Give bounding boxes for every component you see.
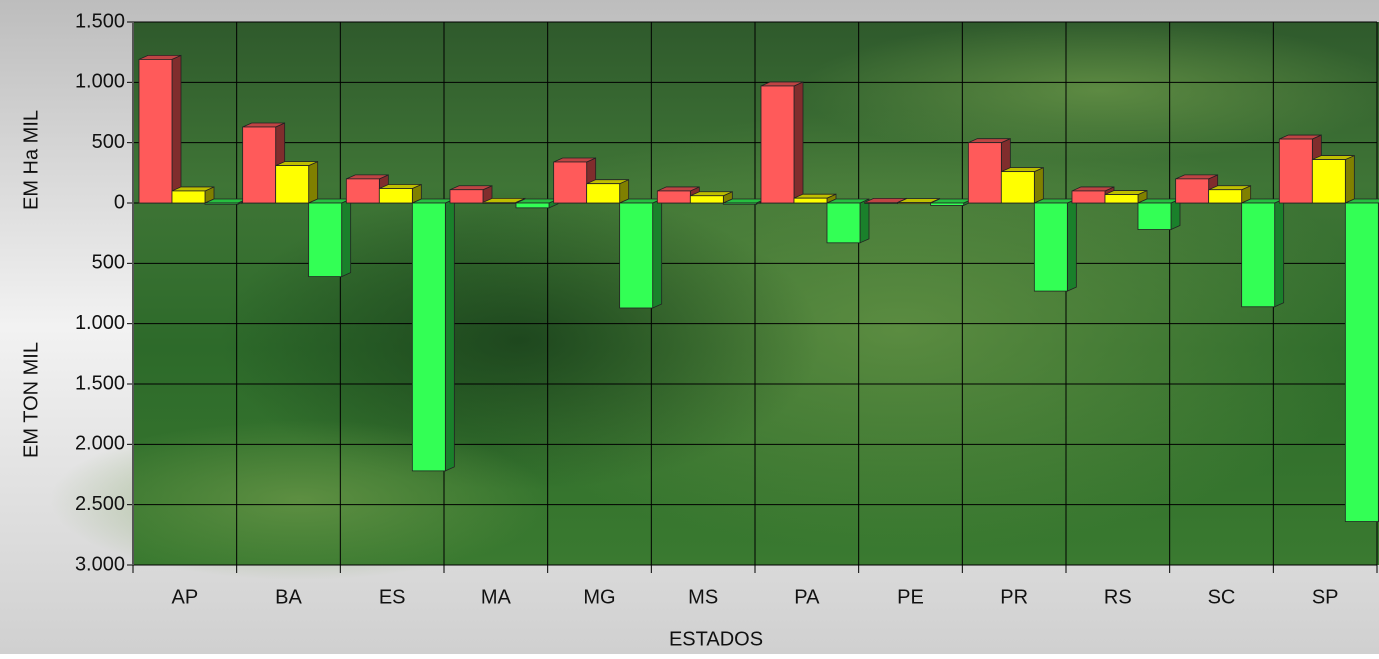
bar-side xyxy=(652,198,663,309)
bar xyxy=(345,178,380,204)
x-tick-label: AP xyxy=(171,586,198,608)
bar xyxy=(138,59,173,204)
bar xyxy=(308,202,343,278)
bar xyxy=(586,183,621,204)
bar-side xyxy=(1274,198,1285,308)
x-tick-label: PE xyxy=(897,586,924,608)
bar xyxy=(656,190,691,204)
texture xyxy=(220,190,820,490)
x-tick-label: MG xyxy=(583,586,615,608)
x-tick-label: SP xyxy=(1312,586,1339,608)
bar xyxy=(722,202,757,205)
bar xyxy=(793,197,828,204)
bar xyxy=(553,161,588,204)
bar xyxy=(619,202,654,309)
bar xyxy=(1104,194,1139,204)
y-tick-label: 1.000 xyxy=(75,71,125,93)
bar-side xyxy=(793,81,804,204)
bar xyxy=(411,202,446,472)
bar xyxy=(1311,159,1346,204)
y-tick-label: 1.500 xyxy=(75,372,125,394)
y-tick-label: 500 xyxy=(92,252,125,274)
y-tick-label: 3.000 xyxy=(75,553,125,575)
bar xyxy=(1175,178,1210,204)
bar xyxy=(1241,202,1276,308)
bar-side xyxy=(1066,198,1077,292)
bar-side xyxy=(444,198,455,472)
bar xyxy=(1208,189,1243,204)
bar xyxy=(449,189,484,204)
x-axis-label: ESTADOS xyxy=(669,628,763,650)
bar xyxy=(760,85,795,204)
bar-side xyxy=(1033,167,1044,204)
bar xyxy=(1000,171,1035,204)
x-tick-label: SC xyxy=(1208,586,1236,608)
bar xyxy=(897,202,932,205)
bar xyxy=(1033,202,1068,292)
x-tick-label: BA xyxy=(275,586,302,608)
y-tick-label: 1.000 xyxy=(75,312,125,334)
bar xyxy=(930,202,965,206)
y-axis-label: EM TON MIL xyxy=(20,342,42,458)
bar xyxy=(171,190,206,204)
bar xyxy=(515,202,550,209)
bar xyxy=(204,202,239,205)
y-tick-label: 2.000 xyxy=(75,433,125,455)
bar-side xyxy=(1344,154,1355,204)
bar-side xyxy=(171,54,182,204)
x-tick-label: MS xyxy=(688,586,718,608)
bar-side xyxy=(859,198,870,244)
bar xyxy=(1071,190,1106,204)
x-tick-label: ES xyxy=(379,586,406,608)
x-tick-label: PR xyxy=(1000,586,1028,608)
y-axis-label: EM Ha MIL xyxy=(20,110,42,210)
y-tick-label: 500 xyxy=(92,131,125,153)
x-tick-label: RS xyxy=(1104,586,1132,608)
bar xyxy=(1137,202,1172,230)
bar xyxy=(482,201,517,204)
bar xyxy=(864,201,899,204)
y-tick-label: 0 xyxy=(114,191,125,213)
bar-side xyxy=(308,160,319,204)
bar xyxy=(242,126,277,204)
texture xyxy=(800,20,1379,160)
bar xyxy=(275,165,310,204)
bar-side xyxy=(1170,198,1181,231)
bar xyxy=(689,195,724,204)
bar-side xyxy=(341,198,352,278)
bar xyxy=(967,142,1002,204)
bar xyxy=(1344,202,1379,522)
x-tick-label: MA xyxy=(481,586,512,608)
y-tick-label: 1.500 xyxy=(75,10,125,32)
bar xyxy=(378,188,413,204)
bar xyxy=(1278,138,1313,204)
x-tick-label: PA xyxy=(794,586,820,608)
y-tick-label: 2.500 xyxy=(75,493,125,515)
bar xyxy=(826,202,861,244)
